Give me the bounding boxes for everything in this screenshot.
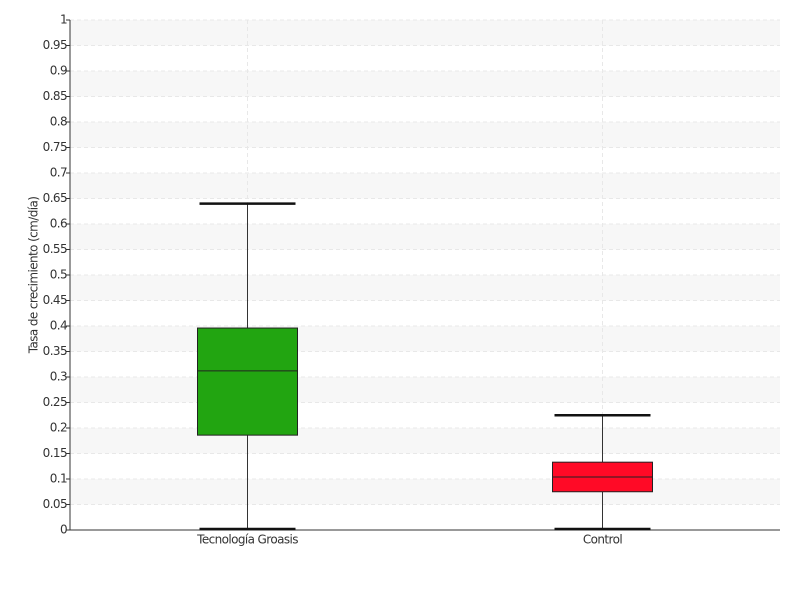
- y-tick-label: 0.4: [50, 319, 67, 333]
- grid-band: [70, 20, 780, 46]
- grid-band: [70, 377, 780, 403]
- y-tick-label: 0.85: [43, 89, 67, 103]
- y-tick-label: 0.75: [43, 140, 67, 154]
- x-tick-label: Tecnología Groasis: [196, 533, 298, 547]
- y-tick-label: 0.35: [43, 344, 67, 358]
- grid-band: [70, 122, 780, 148]
- grid-band: [70, 428, 780, 454]
- y-tick-label: 0.95: [43, 38, 67, 52]
- y-tick-label: 0.1: [50, 472, 67, 486]
- y-tick-label: 0.9: [50, 64, 67, 78]
- y-tick-label: 0.65: [43, 191, 67, 205]
- box: [197, 327, 298, 436]
- grid-band: [70, 275, 780, 301]
- y-tick-label: 0.6: [50, 217, 67, 231]
- grid-band: [70, 71, 780, 97]
- x-tick-label: Control: [583, 533, 622, 547]
- y-tick-label: 0.15: [43, 446, 67, 460]
- grid-band: [70, 326, 780, 352]
- grid-band: [70, 479, 780, 505]
- y-tick-label: 0.5: [50, 268, 67, 282]
- y-tick-label: 0.2: [50, 421, 67, 435]
- y-tick-label: 0: [60, 523, 67, 537]
- y-tick-label: 0.8: [50, 115, 67, 129]
- y-tick-label: 0.7: [50, 166, 67, 180]
- y-tick-label: 1: [60, 13, 67, 27]
- y-tick-label: 0.05: [43, 497, 67, 511]
- grid-band: [70, 224, 780, 250]
- y-tick-label: 0.3: [50, 370, 67, 384]
- y-tick-label: 0.55: [43, 242, 67, 256]
- y-axis-label: Tasa de crecimiento (cm/día): [27, 197, 41, 355]
- y-tick-label: 0.45: [43, 293, 67, 307]
- grid-band: [70, 173, 780, 199]
- y-tick-label: 0.25: [43, 395, 67, 409]
